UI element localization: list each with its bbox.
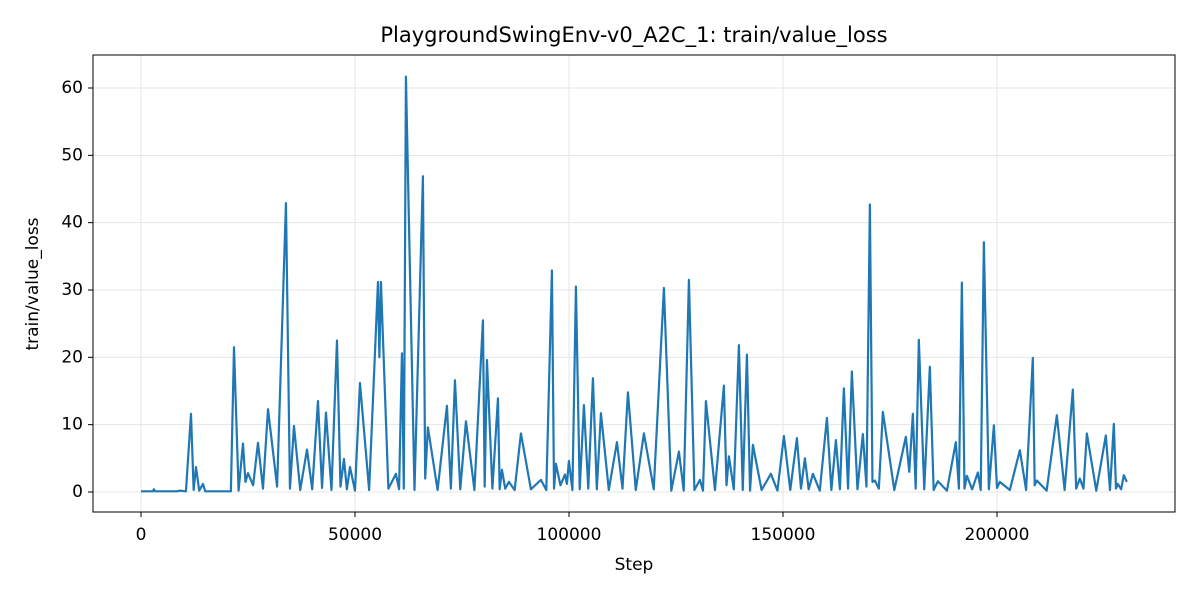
x-axis-label: Step	[615, 555, 654, 575]
y-axis-label: train/value_loss	[23, 217, 43, 350]
data-line	[141, 75, 1128, 493]
x-tick-label: 100000	[537, 525, 602, 545]
x-tick-label: 150000	[751, 525, 816, 545]
chart-title: PlaygroundSwingEnv-v0_A2C_1: train/value…	[380, 23, 887, 48]
x-tick-label: 200000	[965, 525, 1030, 545]
axes-frame	[92, 54, 1176, 513]
y-tick-label: 40	[61, 213, 83, 233]
grid	[93, 55, 1175, 512]
y-tick-label: 0	[72, 482, 83, 502]
y-tick-label: 30	[61, 280, 83, 300]
y-tick-label: 10	[61, 415, 83, 435]
plot	[141, 75, 1128, 493]
y-tick-label: 60	[61, 78, 83, 98]
x-tick-label: 0	[136, 525, 147, 545]
y-tick-label: 50	[61, 145, 83, 165]
y-tick-label: 20	[61, 347, 83, 367]
x-tick-label: 50000	[328, 525, 382, 545]
